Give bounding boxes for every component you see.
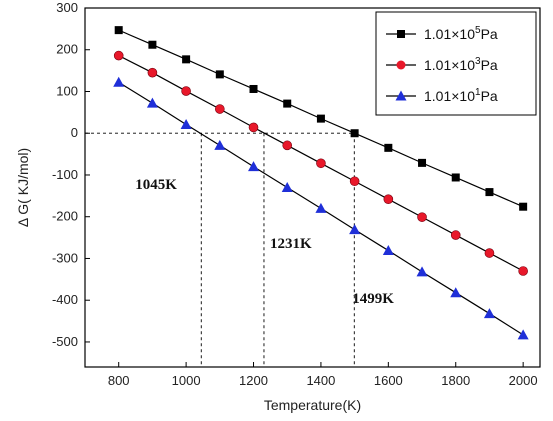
data-point-circle — [113, 50, 124, 61]
y-tick-label: 200 — [56, 42, 78, 57]
data-point-square — [384, 143, 393, 152]
data-point-circle — [383, 194, 394, 204]
legend-marker-triangle — [395, 90, 407, 101]
legend-marker-square — [397, 30, 405, 38]
data-point-square — [148, 40, 157, 49]
data-point-square — [249, 84, 258, 93]
legend-label: 1.01×105Pa — [424, 25, 498, 42]
legend-label: 1.01×103Pa — [424, 56, 498, 73]
legend-entry: 1.01×105Pa — [386, 25, 498, 42]
data-point-triangle — [214, 139, 226, 150]
data-point-square — [215, 70, 224, 79]
legend-label-base: 1.01×10 — [424, 88, 475, 104]
y-tick-label: 300 — [56, 0, 78, 15]
y-tick-label: -100 — [52, 167, 78, 182]
data-point-square — [485, 188, 494, 197]
y-tick-label: 0 — [71, 125, 78, 140]
x-tick-label: 1200 — [239, 373, 268, 388]
legend-label: 1.01×101Pa — [424, 87, 498, 104]
data-point-triangle — [382, 245, 394, 256]
legend-label-exponent: 5 — [475, 25, 481, 36]
legend-label-exponent: 1 — [475, 87, 481, 98]
y-tick-label: -200 — [52, 209, 78, 224]
data-point-triangle — [349, 224, 361, 235]
data-point-triangle — [450, 287, 462, 298]
y-tick-label: -400 — [52, 292, 78, 307]
series-triangle — [113, 76, 529, 340]
y-tick-label: -500 — [52, 334, 78, 349]
legend-entry: 1.01×101Pa — [386, 87, 498, 104]
y-tick-label: -300 — [52, 250, 78, 265]
data-point-circle — [450, 230, 461, 240]
legend-label-unit: Pa — [481, 88, 498, 104]
y-axis-title: Δ G( KJ/mol) — [15, 148, 31, 227]
data-point-square — [283, 99, 292, 108]
data-point-triangle — [416, 266, 428, 277]
legend-label-base: 1.01×10 — [424, 26, 475, 42]
plot-frame — [84, 7, 541, 368]
x-tick-label: 1400 — [306, 373, 335, 388]
reference-lines — [85, 132, 355, 367]
legend-label-exponent: 3 — [475, 56, 481, 67]
data-point-square — [350, 129, 359, 138]
annotation-label: 1045K — [135, 177, 177, 193]
data-point-triangle — [315, 202, 327, 213]
data-point-circle — [181, 86, 191, 96]
axis-ticks: 800 1000 1200 1400 1600 1800 20003002001000-10… — [52, 0, 538, 388]
data-point-triangle — [113, 76, 125, 87]
data-point-circle — [248, 122, 259, 133]
data-point-circle — [282, 140, 293, 151]
x-tick-label: 800 — [108, 373, 130, 388]
data-point-triangle — [281, 182, 293, 192]
data-point-circle — [518, 266, 528, 276]
legend-label-unit: Pa — [481, 26, 498, 42]
x-tick-label: 1800 — [441, 373, 470, 388]
x-axis-title: Temperature(K) — [264, 397, 361, 413]
data-point-square — [519, 202, 528, 211]
series-square — [114, 26, 528, 211]
data-point-circle — [349, 176, 360, 187]
data-point-circle — [215, 104, 225, 114]
annotations: 1045K 1231K 1499K — [135, 177, 394, 307]
series-circle — [113, 50, 528, 276]
data-point-circle — [484, 248, 495, 258]
legend-entry: 1.01×103Pa — [386, 56, 498, 73]
legend-label-base: 1.01×10 — [424, 57, 475, 73]
x-tick-label: 1000 — [172, 373, 201, 388]
annotation-label: 1231K — [270, 236, 312, 252]
series-layer — [113, 26, 529, 340]
data-point-triangle — [483, 308, 495, 319]
x-tick-label: 1600 — [374, 373, 403, 388]
data-point-triangle — [146, 97, 158, 108]
data-point-triangle — [517, 329, 529, 340]
data-point-circle — [417, 212, 427, 222]
data-point-square — [418, 158, 427, 167]
annotation-label: 1499K — [352, 291, 394, 307]
data-point-square — [316, 114, 325, 123]
legend-marker-circle — [396, 60, 406, 70]
x-tick-label: 2000 — [509, 373, 538, 388]
data-point-circle — [316, 158, 326, 169]
legend-label-unit: Pa — [481, 57, 498, 73]
data-point-triangle — [180, 118, 192, 129]
y-tick-label: 100 — [56, 83, 78, 98]
data-point-circle — [147, 67, 158, 78]
data-point-square — [114, 26, 123, 35]
data-point-square — [451, 173, 460, 182]
data-point-triangle — [248, 161, 260, 172]
data-point-square — [182, 55, 191, 64]
